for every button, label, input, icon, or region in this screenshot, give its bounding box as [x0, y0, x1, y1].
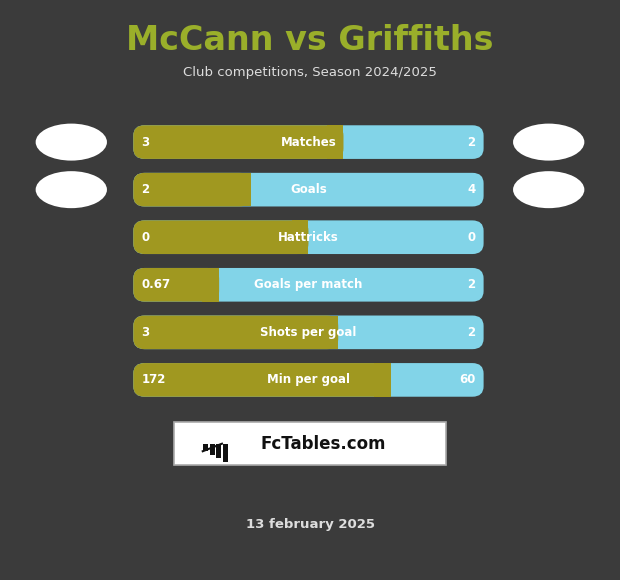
Text: 60: 60	[459, 374, 476, 386]
Text: 2: 2	[467, 278, 476, 291]
FancyBboxPatch shape	[174, 422, 446, 465]
FancyBboxPatch shape	[234, 173, 250, 206]
FancyBboxPatch shape	[133, 173, 484, 206]
Ellipse shape	[513, 124, 584, 161]
Text: 172: 172	[141, 374, 166, 386]
Ellipse shape	[513, 171, 584, 208]
Text: Hattricks: Hattricks	[278, 231, 339, 244]
FancyBboxPatch shape	[133, 125, 484, 159]
FancyBboxPatch shape	[133, 220, 484, 254]
FancyBboxPatch shape	[327, 125, 343, 159]
Text: Min per goal: Min per goal	[267, 374, 350, 386]
Text: FcTables.com: FcTables.com	[261, 434, 386, 453]
Text: McCann vs Griffiths: McCann vs Griffiths	[126, 24, 494, 57]
Text: Shots per goal: Shots per goal	[260, 326, 356, 339]
Text: 0: 0	[467, 231, 476, 244]
FancyBboxPatch shape	[133, 316, 484, 349]
Text: 0: 0	[141, 231, 149, 244]
FancyBboxPatch shape	[133, 268, 484, 302]
FancyBboxPatch shape	[374, 363, 391, 397]
Text: 0.67: 0.67	[141, 278, 171, 291]
FancyBboxPatch shape	[133, 268, 219, 302]
Text: Club competitions, Season 2024/2025: Club competitions, Season 2024/2025	[183, 66, 437, 79]
Text: 2: 2	[467, 136, 476, 148]
Bar	[203, 444, 208, 451]
Text: 13 february 2025: 13 february 2025	[246, 519, 374, 531]
Bar	[210, 444, 215, 455]
Text: 3: 3	[141, 326, 149, 339]
FancyBboxPatch shape	[133, 125, 343, 159]
FancyBboxPatch shape	[291, 220, 309, 254]
Bar	[223, 444, 228, 462]
Text: 2: 2	[141, 183, 149, 196]
FancyBboxPatch shape	[133, 220, 309, 254]
Text: Goals: Goals	[290, 183, 327, 196]
Bar	[216, 444, 221, 458]
FancyBboxPatch shape	[133, 363, 391, 397]
FancyBboxPatch shape	[133, 173, 250, 206]
FancyBboxPatch shape	[133, 316, 339, 349]
Text: 3: 3	[141, 136, 149, 148]
Text: Matches: Matches	[281, 136, 336, 148]
Ellipse shape	[35, 124, 107, 161]
Text: 2: 2	[467, 326, 476, 339]
Text: Goals per match: Goals per match	[254, 278, 363, 291]
Ellipse shape	[35, 171, 107, 208]
Text: 4: 4	[467, 183, 476, 196]
FancyBboxPatch shape	[133, 363, 484, 397]
FancyBboxPatch shape	[322, 316, 339, 349]
FancyBboxPatch shape	[202, 268, 219, 302]
